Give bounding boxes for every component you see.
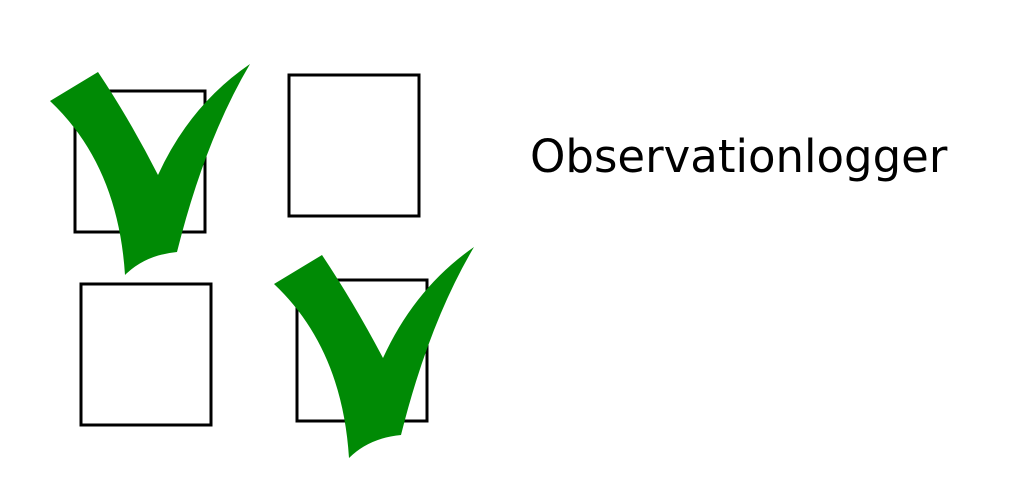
checkmark-icon (274, 247, 474, 458)
checkbox-icon (79, 282, 213, 427)
app-title: Observationlogger (530, 130, 948, 183)
checkbox-bottom-left (79, 282, 213, 427)
checkbox-bottom-right (274, 247, 474, 458)
checkbox-top-right (287, 73, 421, 218)
checkmark-icon (50, 64, 250, 275)
checkbox-top-left (50, 64, 250, 275)
checkbox-icon (287, 73, 421, 218)
